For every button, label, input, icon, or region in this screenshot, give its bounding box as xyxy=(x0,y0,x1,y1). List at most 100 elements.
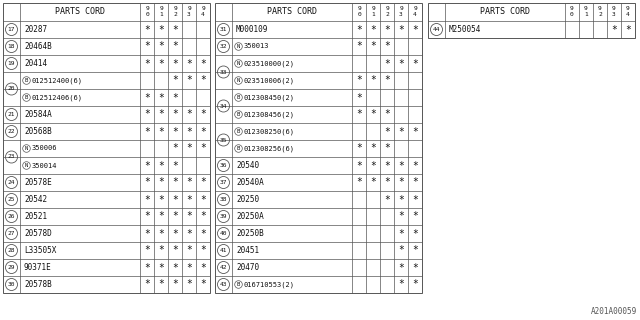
Text: *: * xyxy=(611,25,617,35)
Text: 20451: 20451 xyxy=(236,246,259,255)
Text: *: * xyxy=(144,178,150,188)
Text: *: * xyxy=(398,245,404,255)
Text: *: * xyxy=(172,59,178,68)
Text: *: * xyxy=(356,92,362,102)
Text: 38: 38 xyxy=(220,197,227,202)
Text: *: * xyxy=(144,212,150,221)
Text: 023510000(2): 023510000(2) xyxy=(244,60,295,67)
Text: N: N xyxy=(237,44,240,49)
Text: *: * xyxy=(144,262,150,273)
Text: 1: 1 xyxy=(159,12,163,18)
Text: *: * xyxy=(158,92,164,102)
Text: 30: 30 xyxy=(8,282,15,287)
Text: *: * xyxy=(158,178,164,188)
Text: 4: 4 xyxy=(201,12,205,18)
Text: *: * xyxy=(144,161,150,171)
Text: *: * xyxy=(158,25,164,35)
Text: 9: 9 xyxy=(413,5,417,11)
Text: *: * xyxy=(144,42,150,52)
Text: 34: 34 xyxy=(220,103,227,108)
Text: *: * xyxy=(186,279,192,290)
Text: 19: 19 xyxy=(8,61,15,66)
Text: *: * xyxy=(412,279,418,290)
Text: 40: 40 xyxy=(220,231,227,236)
Text: *: * xyxy=(144,126,150,137)
Text: 012308456(2): 012308456(2) xyxy=(244,111,295,118)
Text: *: * xyxy=(158,262,164,273)
Text: *: * xyxy=(200,212,206,221)
Text: *: * xyxy=(200,262,206,273)
Text: 1: 1 xyxy=(371,12,375,18)
Text: 24: 24 xyxy=(8,180,15,185)
Text: 9: 9 xyxy=(399,5,403,11)
Text: 20464B: 20464B xyxy=(24,42,52,51)
Text: *: * xyxy=(356,42,362,52)
Text: 016710553(2): 016710553(2) xyxy=(244,281,295,288)
Text: *: * xyxy=(412,262,418,273)
Text: 20578B: 20578B xyxy=(24,280,52,289)
Text: 012308256(6): 012308256(6) xyxy=(244,145,295,152)
Text: 20250B: 20250B xyxy=(236,229,264,238)
Text: *: * xyxy=(200,109,206,119)
Text: *: * xyxy=(412,195,418,204)
Text: B: B xyxy=(237,282,240,287)
Text: *: * xyxy=(398,59,404,68)
Text: 023510006(2): 023510006(2) xyxy=(244,77,295,84)
Text: N: N xyxy=(237,78,240,83)
Text: 41: 41 xyxy=(220,248,227,253)
Text: *: * xyxy=(172,195,178,204)
Text: *: * xyxy=(172,212,178,221)
Text: *: * xyxy=(398,279,404,290)
Text: 42: 42 xyxy=(220,265,227,270)
Text: B: B xyxy=(237,146,240,151)
Text: *: * xyxy=(186,76,192,85)
Text: *: * xyxy=(398,25,404,35)
Text: 26: 26 xyxy=(8,214,15,219)
Text: *: * xyxy=(356,76,362,85)
Text: *: * xyxy=(200,126,206,137)
Text: *: * xyxy=(398,195,404,204)
Text: N: N xyxy=(25,146,28,151)
Text: 39: 39 xyxy=(220,214,227,219)
Text: 25: 25 xyxy=(8,197,15,202)
Text: *: * xyxy=(412,59,418,68)
Text: *: * xyxy=(384,161,390,171)
Text: 9: 9 xyxy=(145,5,149,11)
Text: *: * xyxy=(384,143,390,154)
Text: 18: 18 xyxy=(8,44,15,49)
Text: *: * xyxy=(200,59,206,68)
Text: *: * xyxy=(370,109,376,119)
Text: B: B xyxy=(25,95,28,100)
Text: *: * xyxy=(158,279,164,290)
Text: 012308250(6): 012308250(6) xyxy=(244,128,295,135)
Text: PARTS CORD: PARTS CORD xyxy=(267,7,317,17)
Text: *: * xyxy=(158,59,164,68)
Text: 20414: 20414 xyxy=(24,59,47,68)
Text: 20250: 20250 xyxy=(236,195,259,204)
Text: *: * xyxy=(200,178,206,188)
Text: *: * xyxy=(384,109,390,119)
Text: *: * xyxy=(158,161,164,171)
Text: 44: 44 xyxy=(433,27,440,32)
Text: *: * xyxy=(186,109,192,119)
Text: *: * xyxy=(356,109,362,119)
Text: 350006: 350006 xyxy=(32,146,58,151)
Text: *: * xyxy=(356,161,362,171)
Text: *: * xyxy=(384,76,390,85)
Text: L33505X: L33505X xyxy=(24,246,56,255)
Text: *: * xyxy=(398,228,404,238)
Text: *: * xyxy=(144,109,150,119)
Text: 29: 29 xyxy=(8,265,15,270)
Text: 20542: 20542 xyxy=(24,195,47,204)
Text: *: * xyxy=(384,59,390,68)
Text: *: * xyxy=(200,279,206,290)
Text: 9: 9 xyxy=(584,5,588,11)
Text: 20578E: 20578E xyxy=(24,178,52,187)
Text: *: * xyxy=(625,25,631,35)
Text: 012308450(2): 012308450(2) xyxy=(244,94,295,101)
Text: 350014: 350014 xyxy=(32,163,58,169)
Text: *: * xyxy=(172,42,178,52)
Text: *: * xyxy=(398,126,404,137)
Text: *: * xyxy=(172,109,178,119)
Text: 0: 0 xyxy=(145,12,149,18)
